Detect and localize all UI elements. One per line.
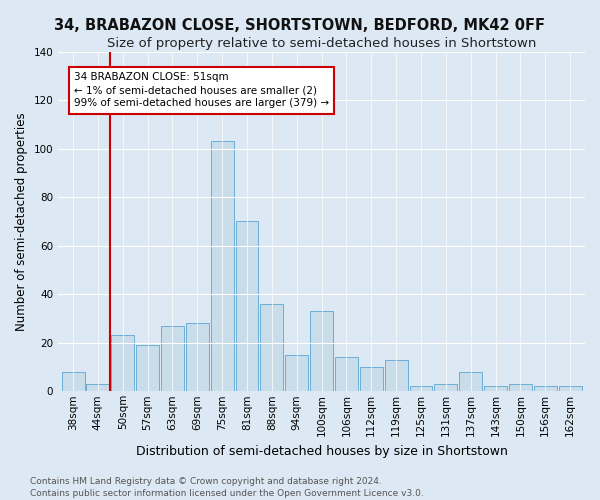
- Bar: [112, 336, 134, 392]
- Bar: [136, 345, 159, 392]
- X-axis label: Distribution of semi-detached houses by size in Shortstown: Distribution of semi-detached houses by …: [136, 444, 508, 458]
- Bar: [236, 222, 259, 392]
- Bar: [186, 324, 209, 392]
- Bar: [286, 355, 308, 392]
- Bar: [161, 326, 184, 392]
- Text: 34, BRABAZON CLOSE, SHORTSTOWN, BEDFORD, MK42 0FF: 34, BRABAZON CLOSE, SHORTSTOWN, BEDFORD,…: [55, 18, 545, 32]
- Y-axis label: Number of semi-detached properties: Number of semi-detached properties: [15, 112, 28, 331]
- Bar: [509, 384, 532, 392]
- Bar: [559, 386, 581, 392]
- Bar: [410, 386, 433, 392]
- Title: Size of property relative to semi-detached houses in Shortstown: Size of property relative to semi-detach…: [107, 38, 536, 51]
- Bar: [360, 367, 383, 392]
- Bar: [534, 386, 557, 392]
- Bar: [335, 358, 358, 392]
- Bar: [211, 142, 233, 392]
- Text: Contains HM Land Registry data © Crown copyright and database right 2024.
Contai: Contains HM Land Registry data © Crown c…: [30, 476, 424, 498]
- Bar: [434, 384, 457, 392]
- Bar: [62, 372, 85, 392]
- Bar: [385, 360, 407, 392]
- Text: 34 BRABAZON CLOSE: 51sqm
← 1% of semi-detached houses are smaller (2)
99% of sem: 34 BRABAZON CLOSE: 51sqm ← 1% of semi-de…: [74, 72, 329, 108]
- Bar: [459, 372, 482, 392]
- Bar: [86, 384, 109, 392]
- Bar: [310, 311, 333, 392]
- Bar: [260, 304, 283, 392]
- Bar: [484, 386, 507, 392]
